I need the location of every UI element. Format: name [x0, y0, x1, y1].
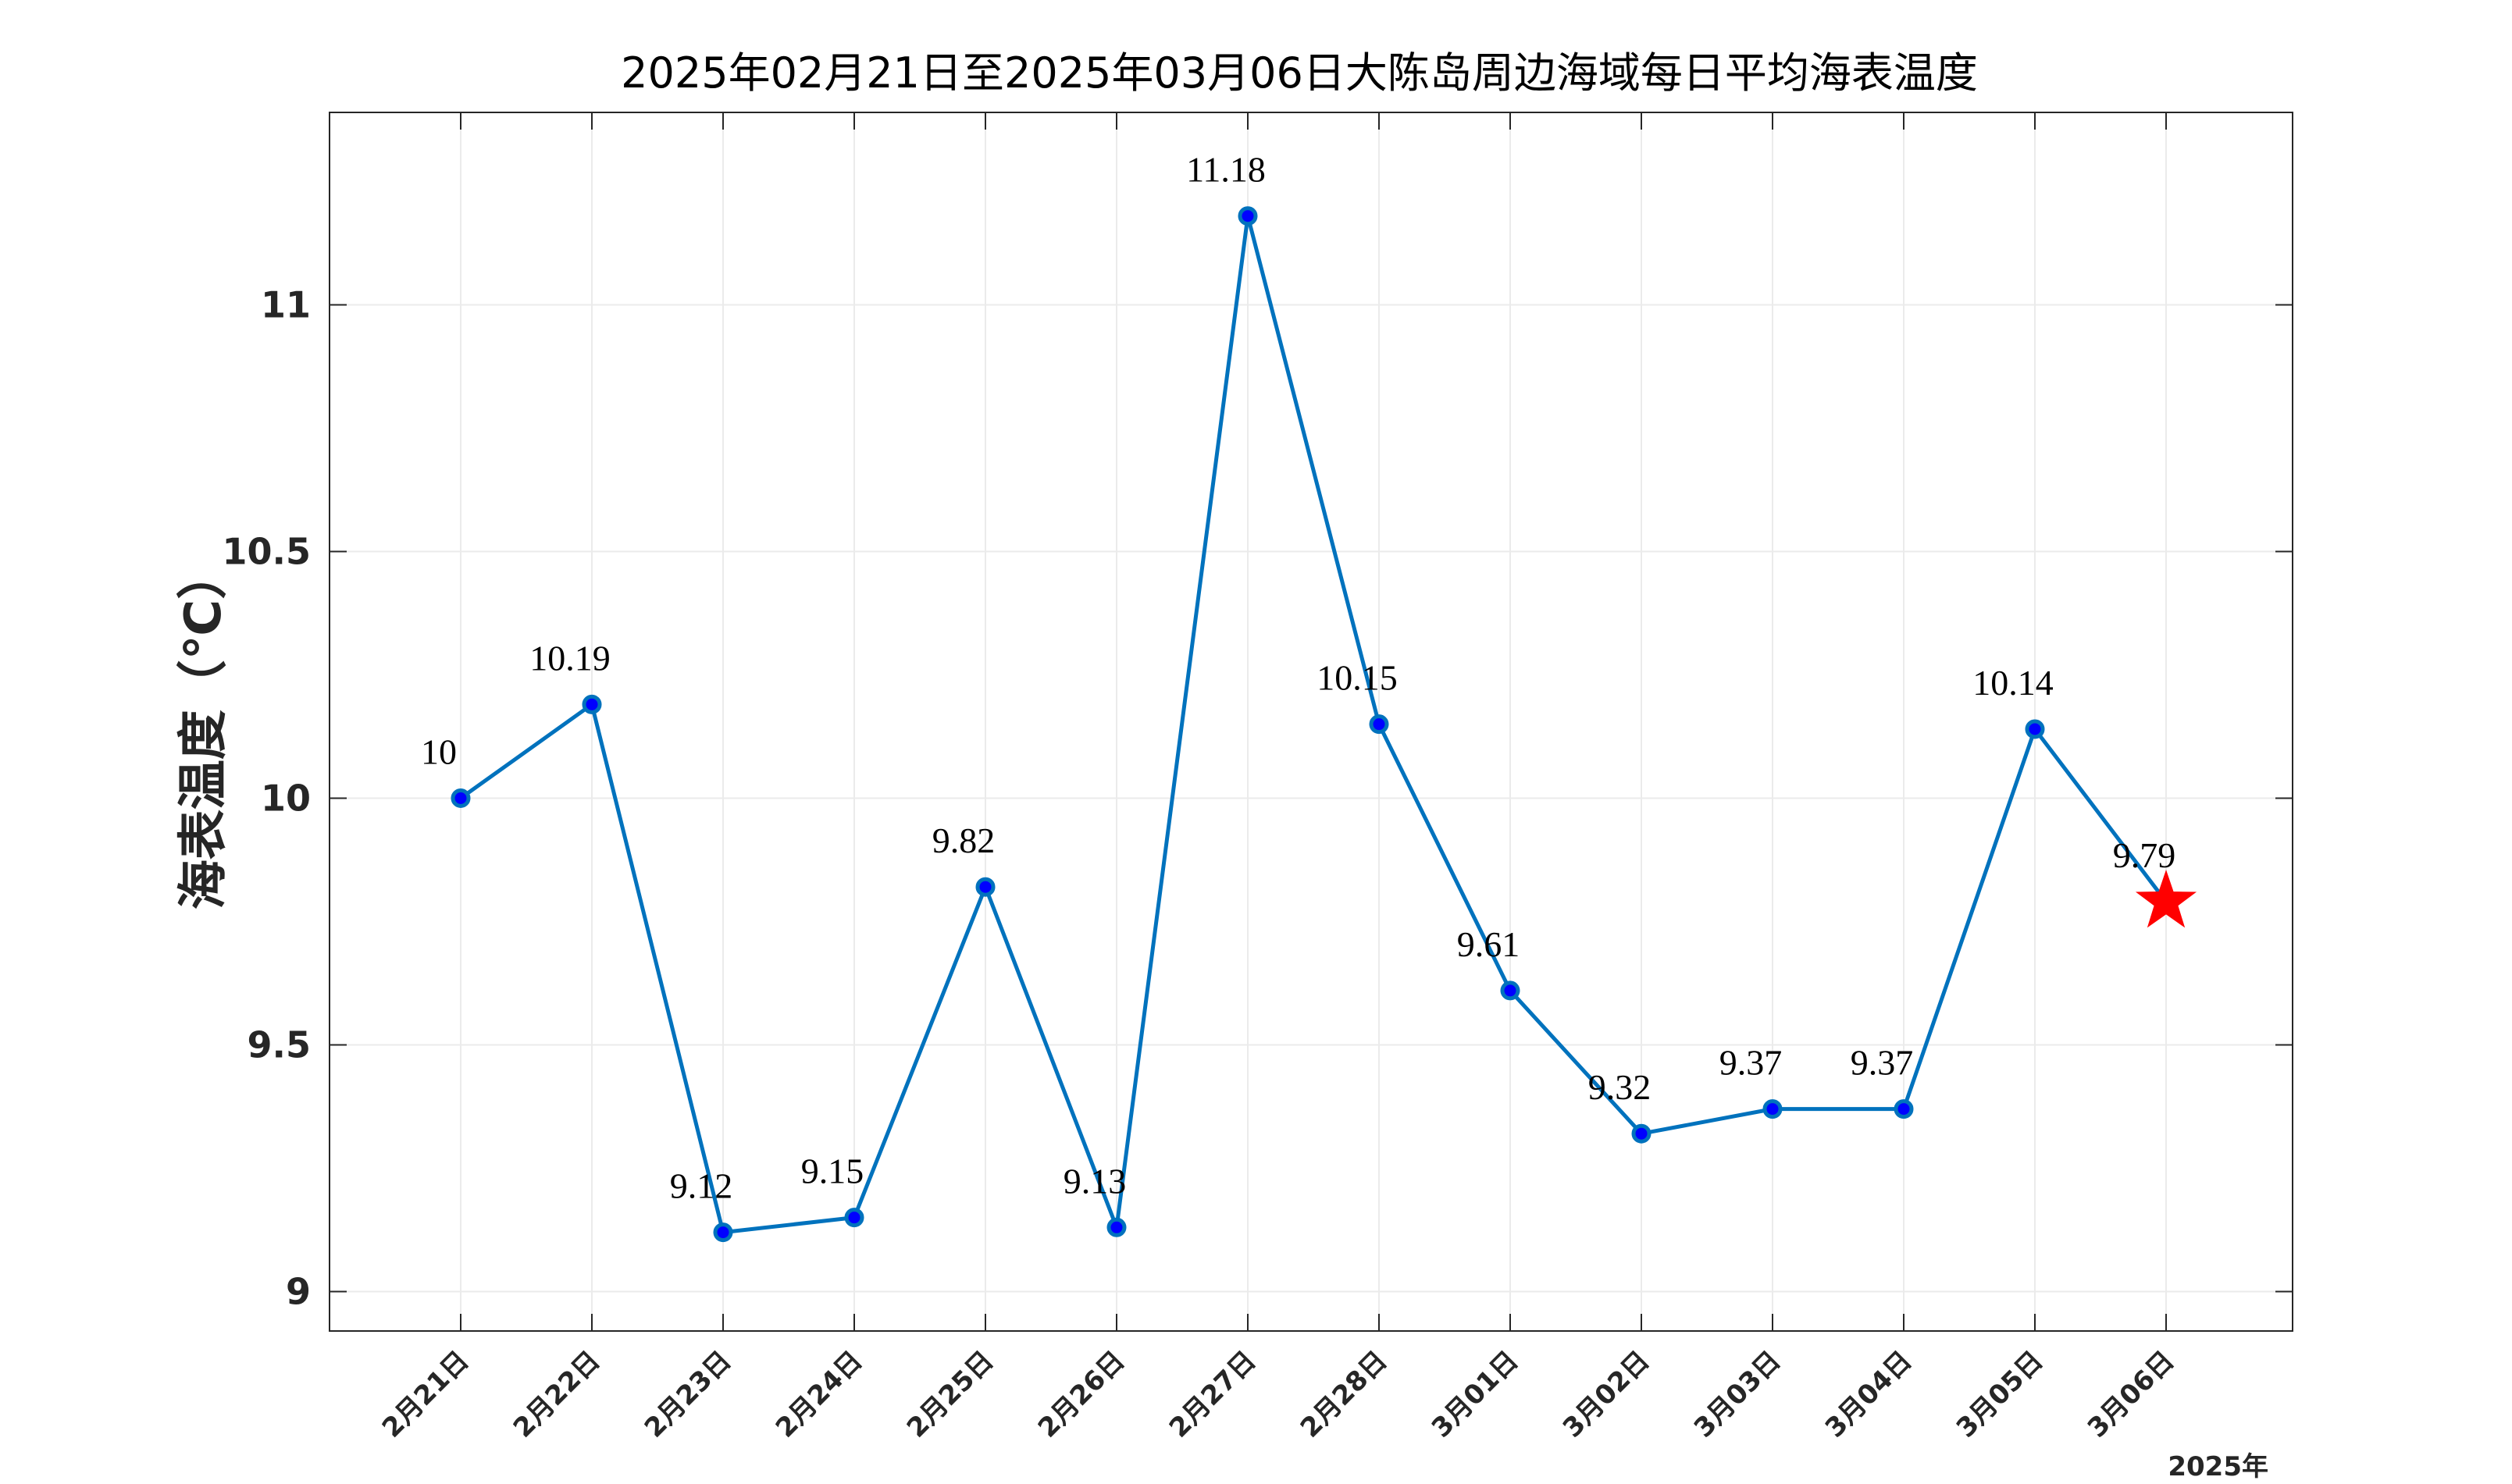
data-value-label: 9.82 — [932, 820, 996, 860]
data-value-label: 9.79 — [2113, 835, 2176, 875]
y-tick-label: 10 — [261, 777, 311, 819]
data-point-marker — [713, 1222, 733, 1243]
data-value-label: 9.13 — [1064, 1161, 1127, 1201]
y-tick-label: 9 — [286, 1270, 311, 1312]
axis-ticks — [330, 112, 2293, 1331]
data-point-marker — [1500, 980, 1520, 1001]
data-value-label: 10.15 — [1317, 658, 1398, 698]
y-axis-tick-labels: 9 9.5 10 10.5 11 — [223, 283, 312, 1312]
data-value-label: 10.14 — [1972, 663, 2054, 703]
data-point-marker — [1631, 1123, 1652, 1144]
y-tick-label: 9.5 — [248, 1023, 312, 1066]
data-point-marker — [451, 788, 471, 808]
data-value-label: 10 — [421, 731, 457, 771]
data-value-label: 9.37 — [1851, 1043, 1914, 1083]
data-value-label: 11.18 — [1186, 150, 1266, 190]
data-value-label: 10.19 — [529, 638, 611, 678]
data-value-label: 9.15 — [801, 1151, 864, 1191]
data-point-marker — [2025, 719, 2045, 739]
series-line — [459, 214, 2168, 1235]
y-tick-label: 11 — [261, 283, 311, 326]
data-point-marker — [1106, 1217, 1127, 1237]
highlight-star-marker — [2135, 870, 2197, 928]
data-value-label: 9.61 — [1457, 924, 1520, 964]
x-axis-year-label: 2025年 — [2168, 1451, 2268, 1482]
data-point-marker — [1762, 1099, 1783, 1119]
data-labels: 10 10.19 9.12 9.15 9.82 9.13 11.18 10.15 9.61 9.3… — [421, 150, 2175, 1206]
y-axis-label: 海表温度（℃） — [175, 550, 233, 910]
data-point-marker — [844, 1208, 864, 1228]
plot-area-frame — [329, 112, 2293, 1332]
data-point-marker — [1238, 206, 1258, 226]
data-value-label: 9.37 — [1719, 1043, 1783, 1083]
data-value-label: 9.12 — [670, 1166, 733, 1206]
data-markers — [451, 206, 2197, 1243]
data-point-marker — [975, 877, 996, 897]
y-tick-label: 10.5 — [223, 530, 312, 572]
data-point-marker — [1369, 714, 1389, 735]
data-value-label: 9.32 — [1588, 1067, 1652, 1107]
chart-title: 2025年02月21日至2025年03月06日大陈岛周边海域每日平均海表温度 — [621, 48, 1978, 98]
data-point-marker — [1894, 1099, 1914, 1119]
data-point-marker — [582, 694, 602, 714]
